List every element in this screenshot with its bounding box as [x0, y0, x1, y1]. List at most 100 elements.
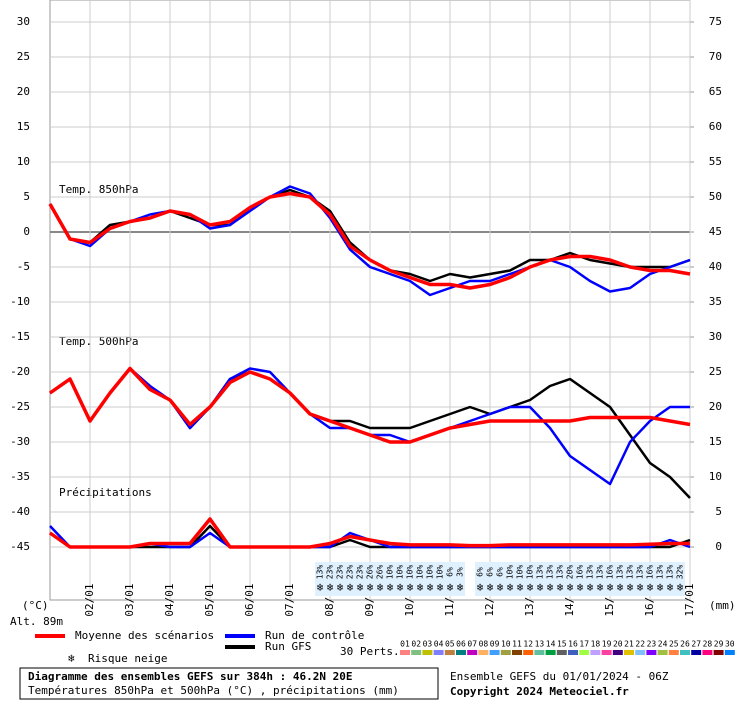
perturbation-label: 01	[400, 640, 410, 649]
snow-icon: ❄	[517, 581, 524, 594]
perturbation-swatch	[590, 650, 601, 655]
snow-icon: ❄	[397, 581, 404, 594]
snow-icon: ❄	[537, 581, 544, 594]
perturbation-label: 11	[512, 640, 522, 649]
perturbation-swatch	[422, 650, 433, 655]
snow-cell	[515, 562, 525, 596]
y2-tick-label: 20	[709, 400, 722, 413]
snow-cell	[385, 562, 395, 596]
panel-label: Temp. 850hPa	[59, 183, 138, 196]
perturbation-label: 14	[546, 640, 556, 649]
series-line	[48, 366, 691, 444]
snow-cell	[335, 562, 345, 596]
snow-cell	[575, 562, 585, 596]
snow-icon: ❄	[487, 581, 494, 594]
perturbation-label: 21	[624, 640, 634, 649]
snow-risk-label: 13%	[666, 565, 675, 580]
snow-risk-label: 13%	[556, 565, 565, 580]
snow-icon: ❄	[647, 581, 654, 594]
perturbation-swatch	[713, 650, 724, 655]
perturbation-label: 12	[523, 640, 533, 649]
x-tick-label: 06/01	[243, 583, 256, 616]
perturbation-swatch	[579, 650, 590, 655]
snow-cell	[585, 562, 595, 596]
snow-icon: ❄	[327, 581, 334, 594]
y-tick-label: 30	[17, 15, 30, 28]
y2-tick-label: 10	[709, 470, 722, 483]
y-tick-label: -25	[10, 400, 30, 413]
y2-tick-label: 70	[709, 50, 722, 63]
snow-icon: ❄	[347, 581, 354, 594]
snow-cell	[345, 562, 355, 596]
perturbation-label: 25	[669, 640, 679, 649]
perturbations-label: 30 Perts.	[340, 645, 400, 658]
y2-tick-label: 15	[709, 435, 722, 448]
perturbation-label: 28	[703, 640, 713, 649]
snow-icon: ❄	[387, 581, 394, 594]
perturbation-swatch	[624, 650, 634, 655]
snow-cell	[425, 562, 435, 596]
perturbation-label: 27	[691, 640, 701, 649]
snow-risk-label: 10%	[526, 565, 535, 580]
snow-cell	[365, 562, 375, 596]
snow-cell	[595, 562, 605, 596]
snow-icon: ❄	[587, 581, 594, 594]
y2-tick-label: 55	[709, 155, 722, 168]
snow-icon: ❄	[657, 581, 664, 594]
perturbation-label: 08	[479, 640, 489, 649]
perturbation-label: 09	[490, 640, 500, 649]
perturbation-swatch	[601, 650, 612, 655]
perturbation-label: 15	[557, 640, 567, 649]
snow-risk-label: 23%	[326, 565, 335, 580]
series-line	[48, 185, 691, 297]
perturbation-label: 06	[456, 640, 466, 649]
snow-cell	[655, 562, 665, 596]
snow-icon: ❄	[367, 581, 374, 594]
y-tick-label: 5	[23, 190, 30, 203]
snow-cell	[455, 562, 465, 596]
x-tick-label: 02/01	[83, 583, 96, 616]
perturbation-swatch	[500, 650, 511, 655]
y-tick-label: -45	[10, 540, 30, 553]
legend-label: Run GFS	[265, 640, 311, 653]
snow-risk-label: 10%	[436, 565, 445, 580]
snow-cell	[475, 562, 485, 596]
snow-icon: ❄	[497, 581, 504, 594]
snow-cell	[495, 562, 505, 596]
snow-cell	[445, 562, 455, 596]
snow-risk-label: 23%	[346, 565, 355, 580]
perturbation-swatch	[534, 650, 545, 655]
snow-icon: ❄	[597, 581, 604, 594]
snow-cell	[325, 562, 335, 596]
series-line	[48, 517, 690, 549]
snow-risk-label: 10%	[386, 565, 395, 580]
perturbation-label: 03	[423, 640, 433, 649]
perturbation-swatch	[400, 650, 410, 655]
altitude: Alt. 89m	[10, 615, 63, 628]
snow-icon: ❄	[667, 581, 674, 594]
y2-tick-label: 40	[709, 260, 722, 273]
snow-cell	[405, 562, 415, 596]
y-tick-label: 15	[17, 120, 30, 133]
perturbation-label: 05	[445, 640, 455, 649]
snow-cell	[355, 562, 365, 596]
perturbation-label: 22	[635, 640, 645, 649]
x-tick-label: 04/01	[163, 583, 176, 616]
legend-label: Run de contrôle	[265, 629, 364, 642]
perturbation-label: 20	[613, 640, 623, 649]
snow-risk-label: 6%	[486, 567, 495, 577]
series-line	[48, 191, 691, 290]
snow-cell	[565, 562, 575, 596]
snow-risk-label: 10%	[396, 565, 405, 580]
perturbation-swatch	[691, 650, 702, 655]
y2-tick-label: 0	[715, 540, 722, 553]
snow-cell	[635, 562, 645, 596]
perturbation-swatch	[433, 650, 444, 655]
perturbation-swatch	[545, 650, 556, 655]
snow-risk-label: 10%	[516, 565, 525, 580]
snow-cell	[545, 562, 555, 596]
perturbation-label: 26	[680, 640, 690, 649]
snow-risk-label: 26%	[366, 565, 375, 580]
chart-title: Diagramme des ensembles GEFS sur 384h : …	[28, 670, 353, 683]
